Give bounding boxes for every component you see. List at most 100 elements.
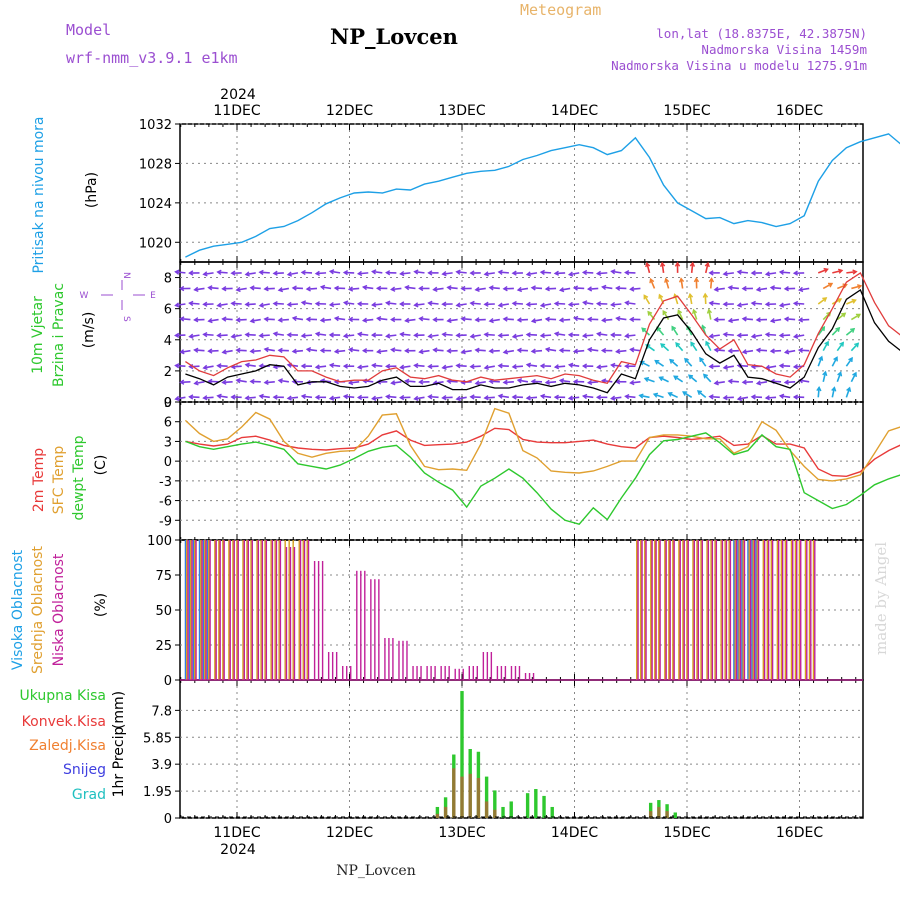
wind-arrow	[661, 262, 665, 274]
wind-arrow	[447, 318, 458, 322]
precip-conv-bar	[476, 777, 481, 818]
wind-arrow-head	[792, 300, 799, 307]
wind-arrow-head	[300, 269, 306, 276]
wind-arrow-head	[558, 287, 565, 293]
wind-arrow-head	[314, 331, 321, 337]
wind-arrow	[231, 334, 242, 338]
wind-arrow	[498, 271, 509, 274]
wind-arrow-head	[404, 317, 410, 324]
wind-arrow	[704, 293, 707, 305]
wind-arrow	[400, 333, 411, 336]
wind-arrow	[344, 334, 355, 337]
bottom-day-label: 14DEC	[551, 825, 598, 841]
wind-arrow-head	[272, 331, 278, 337]
wind-arrow-head	[427, 300, 433, 306]
wind-arrow	[475, 349, 486, 352]
wind-arrow-head	[244, 301, 250, 308]
precip-conv-bar	[468, 773, 472, 818]
wind-arrow	[222, 318, 233, 321]
wind-arrow-head	[649, 277, 655, 284]
wind-arrow	[208, 380, 219, 383]
y-tick-label: 50	[155, 604, 172, 619]
precip-conv-bar	[493, 809, 497, 818]
legend-konvek: Konvek.Kisa	[22, 714, 106, 730]
wind-arrow	[405, 380, 416, 383]
wind-arrow	[569, 396, 580, 400]
wind-arrow-head	[797, 317, 804, 323]
wind-arrow-head	[497, 393, 503, 399]
wind-arrow-head	[427, 270, 433, 276]
wind-arrow-head	[399, 331, 405, 338]
y-tick-label: 3	[164, 435, 172, 450]
wind-arrow	[287, 272, 299, 276]
temp-2m-line	[185, 427, 900, 478]
y-tick-label: 4	[164, 334, 172, 349]
wind-arrow	[217, 394, 228, 399]
wind-arrow	[714, 287, 725, 291]
wind-arrow	[189, 365, 200, 368]
wind-arrow	[433, 287, 444, 291]
wind-arrow-head	[497, 269, 503, 275]
wind-arrow-head	[179, 379, 185, 385]
top-day-label: 12DEC	[326, 103, 373, 119]
wind-arrow	[372, 364, 383, 368]
wind-arrow-head	[855, 313, 862, 319]
wind-arrow-head	[658, 376, 664, 382]
wind-arrow-head	[654, 359, 660, 365]
wind-arrow	[643, 295, 651, 305]
wind-arrow-head	[469, 270, 475, 276]
wind-arrow-head	[328, 332, 334, 338]
pressure-ylabel: Pritisak na nivou mora	[31, 116, 47, 273]
wind-arrow	[831, 387, 836, 398]
bottom-day-label: 15DEC	[663, 825, 710, 841]
wind-arrow-head	[567, 301, 574, 308]
wind-arrow	[665, 278, 670, 289]
wind-arrow	[335, 317, 346, 321]
wind-arrow-head	[418, 379, 424, 385]
wind-arrow-head	[460, 349, 466, 355]
footer-station: NP_Lovcen	[336, 863, 415, 879]
wind-arrow-head	[202, 364, 208, 371]
y-tick-label: 7.8	[151, 704, 172, 719]
wind-arrow-head	[713, 347, 719, 353]
wind-arrow	[358, 365, 369, 369]
wind-arrow-head	[356, 301, 363, 307]
wind-arrow-head	[511, 364, 517, 370]
wind-arrow-head	[286, 301, 292, 308]
wind-arrow-head	[539, 363, 545, 369]
wind-arrow-head	[629, 347, 635, 353]
wind-arrow-head	[483, 364, 489, 371]
wind-arrow	[737, 396, 749, 400]
wind-arrow-head	[835, 326, 841, 332]
wind-arrow-head	[727, 378, 733, 384]
wind-arrow-head	[792, 270, 799, 276]
wind-arrow	[526, 396, 538, 400]
bottom-day-label: 12DEC	[326, 825, 373, 841]
wind-arrow-head	[595, 301, 602, 307]
wind-arrow	[766, 333, 777, 336]
wind-arrow-head	[474, 317, 480, 323]
wind-arrow	[498, 303, 510, 307]
wind-arrow	[278, 318, 289, 322]
wind-arrow-head	[778, 363, 785, 369]
wind-arrow	[517, 379, 529, 383]
wind-arrow-head	[741, 285, 747, 292]
wind-arrow	[588, 287, 599, 290]
wind-arrow	[785, 380, 796, 384]
wind-arrow-head	[441, 395, 447, 401]
wind-arrow	[669, 359, 679, 367]
precip-total-bar	[648, 802, 653, 818]
wind-arrow-head	[595, 394, 602, 400]
wind-arrow-head	[385, 363, 391, 370]
year-bottom: 2024	[220, 842, 256, 858]
wind-arrow	[836, 372, 842, 383]
wind-arrow	[189, 334, 200, 338]
wind-arrow	[646, 263, 651, 274]
wind-arrow	[363, 318, 374, 322]
wind-arrow-head	[174, 363, 180, 369]
wind-arrow	[677, 310, 684, 320]
wind-arrow-head	[797, 286, 804, 293]
wind-arrow-head	[244, 395, 250, 401]
wind-arrow-head	[446, 317, 452, 324]
